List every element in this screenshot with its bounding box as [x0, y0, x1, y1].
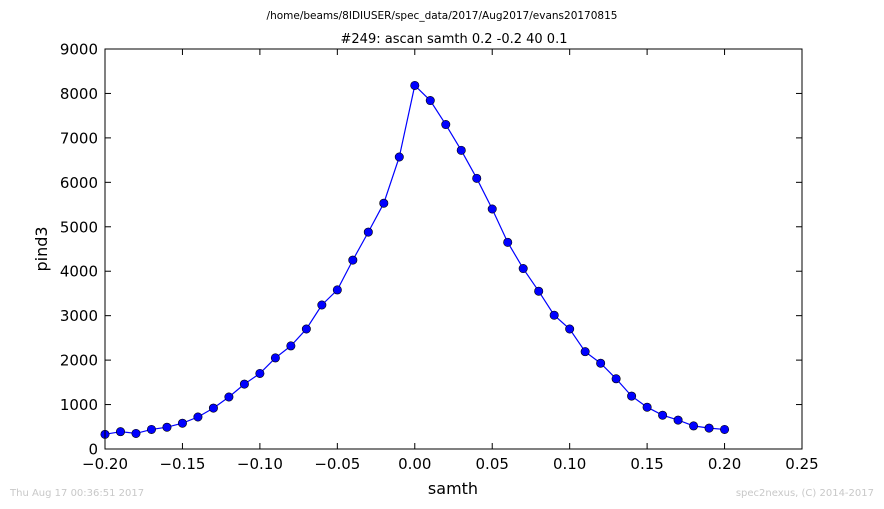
chart-suptitle: /home/beams/8IDIUSER/spec_data/2017/Aug2… — [267, 10, 618, 22]
y-tick-label: 1000 — [60, 396, 98, 414]
data-point — [193, 412, 203, 422]
x-tick-label: 0.25 — [785, 455, 818, 473]
data-point — [627, 391, 637, 401]
data-point — [720, 424, 730, 434]
y-axis-label: pind3 — [32, 226, 51, 271]
data-point — [580, 347, 590, 357]
data-point — [658, 410, 668, 420]
data-point — [534, 286, 544, 296]
data-point — [332, 285, 342, 295]
x-tick-label: −0.15 — [159, 455, 205, 473]
data-point — [239, 379, 249, 389]
data-point — [348, 255, 358, 265]
data-point — [177, 418, 187, 428]
series-line — [104, 84, 725, 435]
x-tick-label: −0.05 — [314, 455, 360, 473]
data-point — [162, 422, 172, 432]
data-point — [224, 392, 234, 402]
data-point — [549, 310, 559, 320]
x-tick-label: 0.05 — [476, 455, 509, 473]
data-point — [472, 173, 482, 183]
y-tick-label: 8000 — [60, 85, 98, 103]
data-point — [565, 324, 575, 334]
y-tick-label: 0 — [88, 441, 98, 459]
data-point — [146, 424, 156, 434]
data-point — [301, 324, 311, 334]
data-point — [456, 145, 466, 155]
data-point — [394, 152, 404, 162]
x-axis-label: samth — [428, 479, 478, 498]
data-point — [673, 415, 683, 425]
data-point — [286, 341, 296, 351]
data-point — [611, 374, 621, 384]
y-tick-label: 6000 — [60, 174, 98, 192]
footer-copyright: spec2nexus, (C) 2014-2017 — [735, 488, 874, 499]
data-point — [270, 353, 280, 363]
chart-title: #249: ascan samth 0.2 -0.2 40 0.1 — [341, 32, 568, 47]
data-point — [115, 427, 125, 437]
data-point — [410, 80, 420, 90]
x-tick-label: −0.20 — [82, 455, 128, 473]
data-point — [208, 403, 218, 413]
x-tick-label: −0.10 — [237, 455, 283, 473]
y-tick-label: 4000 — [60, 263, 98, 281]
y-tick-label: 3000 — [60, 307, 98, 325]
x-tick-label: 0.10 — [553, 455, 586, 473]
data-point — [503, 237, 513, 247]
x-tick-label: 0.20 — [708, 455, 741, 473]
data-point — [255, 368, 265, 378]
plot-area — [100, 80, 730, 439]
plot-frame — [104, 48, 803, 450]
data-point — [487, 204, 497, 214]
data-point — [425, 96, 435, 106]
data-point — [131, 428, 141, 438]
data-point — [689, 421, 699, 431]
data-point — [317, 300, 327, 310]
data-point — [363, 227, 373, 237]
footer-timestamp: Thu Aug 17 00:36:51 2017 — [10, 488, 145, 499]
data-point — [596, 358, 606, 368]
x-tick-label: 0.15 — [630, 455, 663, 473]
y-tick-label: 7000 — [60, 129, 98, 147]
data-point — [642, 402, 652, 412]
y-tick-label: 5000 — [60, 218, 98, 236]
data-point — [518, 264, 528, 274]
y-tick-label: 2000 — [60, 352, 98, 370]
axis-ticks: −0.20 −0.15 −0.10 −0.05 0.00 0.05 0.10 0.15 0.20… — [60, 41, 819, 474]
data-point — [379, 198, 389, 208]
data-point — [441, 120, 451, 130]
data-point — [704, 423, 714, 433]
x-tick-label: 0.00 — [398, 455, 431, 473]
y-tick-label: 9000 — [60, 41, 98, 59]
